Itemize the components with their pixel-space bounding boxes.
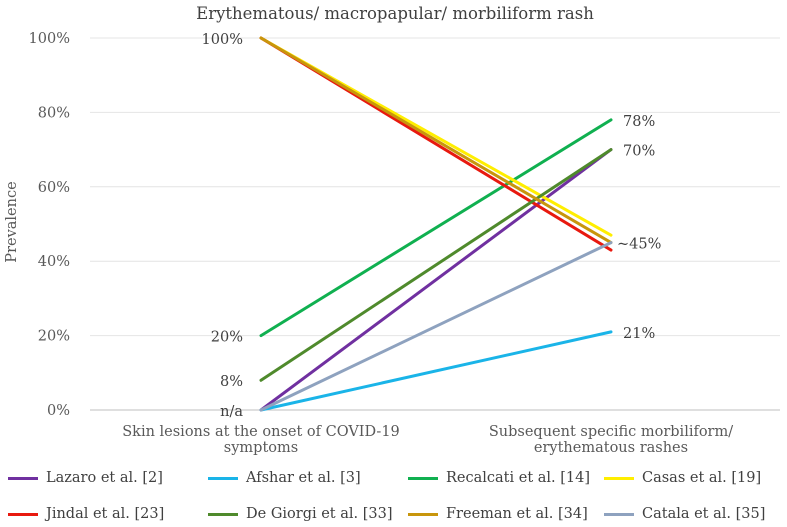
- y-tick-label: 0%: [47, 403, 70, 419]
- legend-item: Recalcati et al. [14]: [408, 465, 590, 491]
- y-tick-label: 100%: [29, 31, 70, 47]
- legend-item: Lazaro et al. [2]: [8, 465, 163, 491]
- data-label: 8%: [220, 374, 243, 390]
- x-category-labels: Skin lesions at the onset of COVID-19sym…: [122, 424, 733, 456]
- y-axis-label: Prevalence: [4, 181, 20, 262]
- y-tick-label: 40%: [38, 254, 70, 270]
- data-label: 20%: [211, 330, 243, 346]
- legend-swatch: [604, 476, 634, 480]
- legend-swatch: [208, 512, 238, 516]
- legend-label: Catala et al. [35]: [642, 506, 766, 522]
- legend-swatch: [8, 476, 38, 480]
- data-label: 100%: [202, 32, 243, 48]
- y-tick-label: 80%: [38, 105, 70, 121]
- x-category-label: erythematous rashes: [534, 440, 688, 456]
- legend-swatch: [604, 512, 634, 516]
- legend: Lazaro et al. [2] Afshar et al. [3] Recalc…: [0, 462, 787, 527]
- data-annotations: 100% 20% 8% n/a 78% 70% ~45% 21%: [202, 32, 662, 420]
- series-line: [259, 330, 613, 412]
- series-line: [259, 118, 613, 338]
- legend-item: Jindal et al. [23]: [8, 501, 164, 527]
- y-tick-labels: 0% 20% 40% 60% 80% 100%: [29, 31, 70, 419]
- legend-swatch: [408, 512, 438, 516]
- gridlines: [90, 37, 780, 411]
- series-line: [259, 148, 613, 382]
- legend-item: De Giorgi et al. [33]: [208, 501, 393, 527]
- legend-label: Recalcati et al. [14]: [446, 470, 591, 486]
- x-category-label: symptoms: [224, 440, 298, 456]
- legend-label: Freeman et al. [34]: [446, 506, 588, 522]
- chart-title: Erythematous/ macropapular/ morbiliform …: [196, 4, 594, 23]
- series-line: [259, 148, 613, 412]
- legend-label: Jindal et al. [23]: [46, 506, 165, 522]
- legend-swatch: [208, 476, 238, 480]
- legend-item: Afshar et al. [3]: [208, 465, 361, 491]
- data-label: 21%: [623, 326, 655, 342]
- data-label: n/a: [220, 404, 243, 420]
- legend-item: Catala et al. [35]: [604, 501, 765, 527]
- legend-label: Afshar et al. [3]: [246, 470, 361, 486]
- x-category-label: Subsequent specific morbiliform/: [489, 424, 733, 440]
- legend-label: Casas et al. [19]: [642, 470, 762, 486]
- chart: Erythematous/ macropapular/ morbiliform …: [4, 4, 780, 456]
- data-label: 78%: [623, 114, 655, 130]
- x-category-label: Skin lesions at the onset of COVID-19: [122, 424, 400, 440]
- legend-item: Freeman et al. [34]: [408, 501, 588, 527]
- y-tick-label: 20%: [38, 329, 70, 345]
- data-label: ~45%: [617, 237, 661, 253]
- legend-item: Casas et al. [19]: [604, 465, 761, 491]
- series-line: [259, 241, 613, 412]
- series-lines: [259, 36, 613, 412]
- legend-swatch: [408, 476, 438, 480]
- legend-swatch: [8, 512, 38, 516]
- series-line: [259, 36, 613, 245]
- legend-label: De Giorgi et al. [33]: [246, 506, 393, 522]
- legend-label: Lazaro et al. [2]: [46, 470, 163, 486]
- data-label: 70%: [623, 144, 655, 160]
- y-tick-label: 60%: [38, 180, 70, 196]
